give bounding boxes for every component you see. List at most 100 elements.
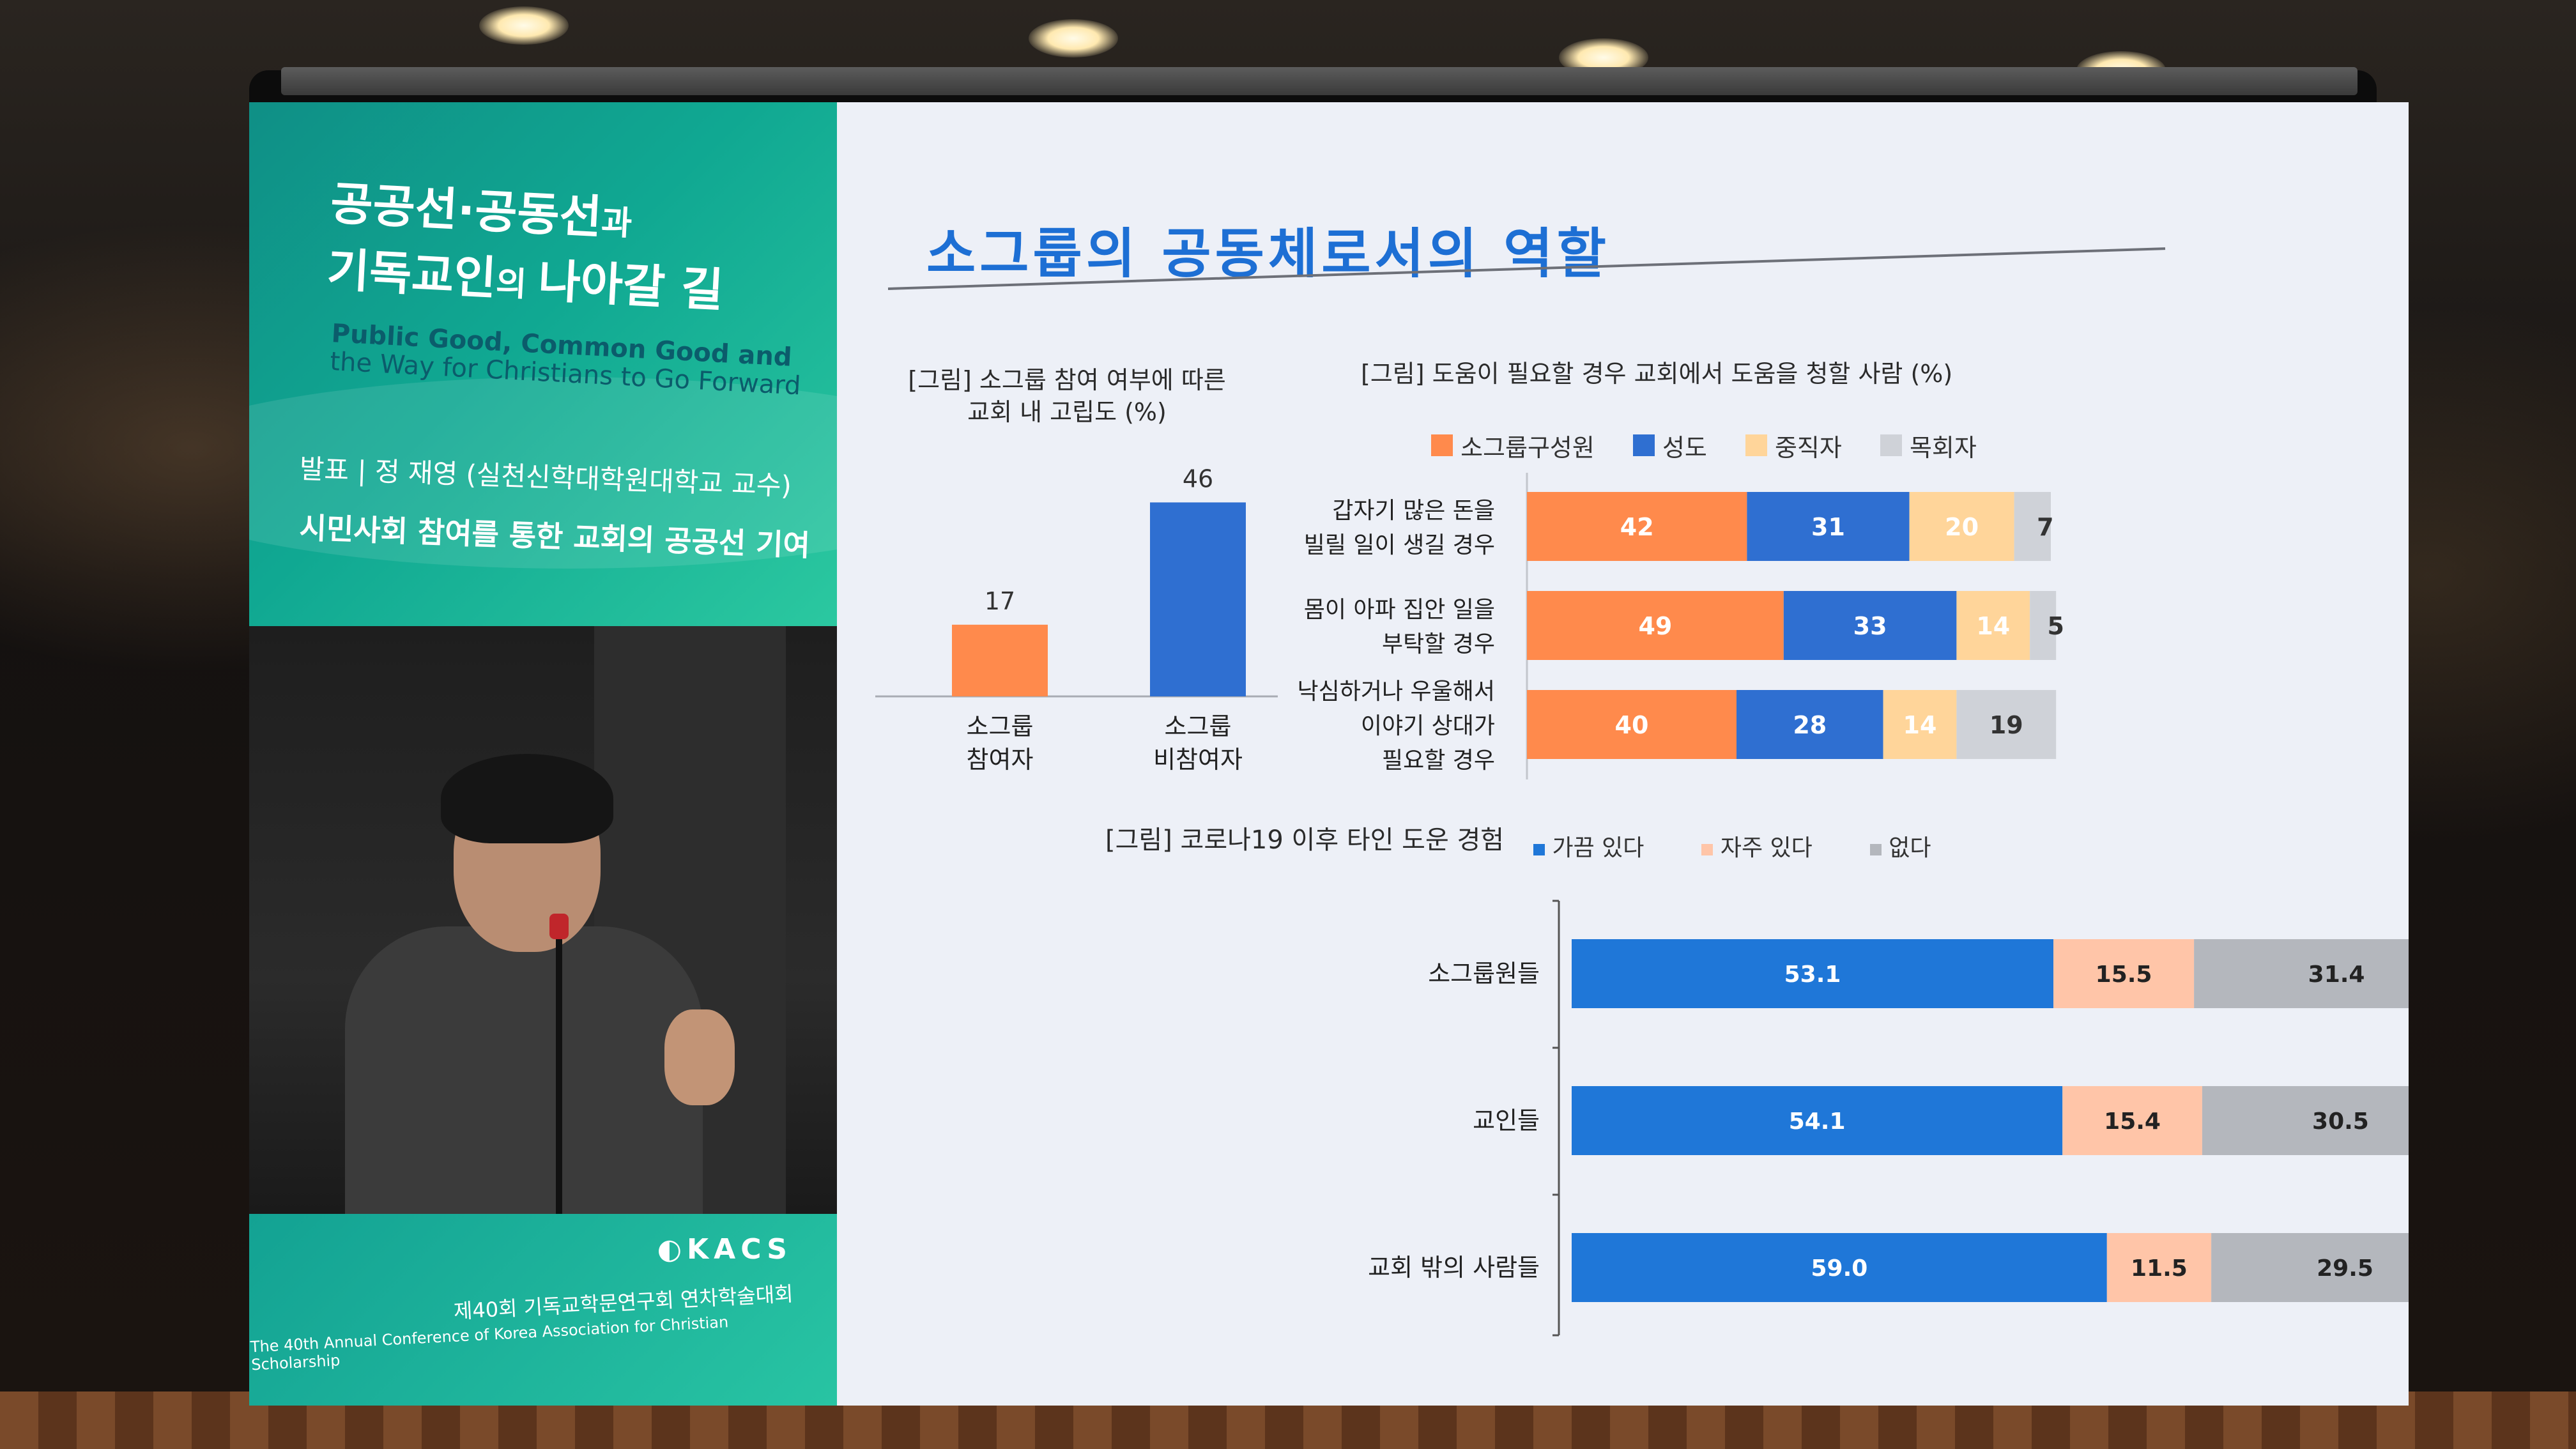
title-part: 기독교인 bbox=[325, 242, 498, 305]
chart1-category-label: 소그룹 bbox=[1165, 712, 1232, 740]
legend-label: 목회자 bbox=[1909, 434, 1977, 462]
conference-banner: 공공선·공동선과 기독교인의 나아갈 길 Public Good, Common… bbox=[249, 102, 1016, 626]
chart3-bar-segment bbox=[2106, 1233, 2212, 1302]
microphone-icon bbox=[549, 914, 569, 939]
chart2-data-label: 19 bbox=[1989, 711, 2023, 739]
chart1-data-label: 46 bbox=[1183, 464, 1213, 493]
logo-mark-icon: ◐ bbox=[657, 1233, 687, 1266]
legend-label: 중직자 bbox=[1774, 434, 1842, 462]
legend-item: 목회자 bbox=[1880, 428, 1977, 463]
kacs-logo: ◐KACS bbox=[657, 1233, 792, 1266]
chart3-bar-segment bbox=[1572, 1233, 2107, 1302]
chart2-data-label: 14 bbox=[1976, 612, 2010, 640]
legend-item: 가끔 있다 bbox=[1533, 829, 1644, 862]
slide-title: 소그룹의 공동체로서의 역할 bbox=[926, 222, 1610, 285]
chart3-data-label: 11.5 bbox=[2131, 1255, 2188, 1282]
chart3-data-label: 31.4 bbox=[2308, 962, 2365, 988]
speaker-body bbox=[345, 926, 703, 1220]
speaker-hand bbox=[664, 1009, 735, 1105]
legend-item: 중직자 bbox=[1745, 428, 1842, 463]
chart2-bar-segment bbox=[1736, 690, 1883, 759]
chart1-category-label: 참여자 bbox=[967, 746, 1034, 774]
chart2-bar-segment bbox=[2030, 591, 2057, 660]
chart3-data-label: 54.1 bbox=[1789, 1108, 1846, 1135]
chart2-bar-segment bbox=[1527, 591, 1784, 660]
chart3-title: [그림] 코로나19 이후 타인 도운 경험 bbox=[1105, 825, 1505, 855]
legend-swatch bbox=[1869, 844, 1882, 855]
chart3-bar-segment bbox=[2194, 939, 2409, 1008]
legend-label: 자주 있다 bbox=[1720, 835, 1813, 861]
chart2-data-label: 40 bbox=[1615, 711, 1649, 739]
chart3-bar-segment bbox=[1572, 939, 2054, 1008]
chart1-data-label: 17 bbox=[985, 587, 1015, 615]
chart1-category-label: 비참여자 bbox=[1153, 746, 1243, 774]
chart3-data-label: 53.1 bbox=[1784, 962, 1841, 988]
chart2-data-label: 5 bbox=[2047, 612, 2064, 640]
chart2-category-label: 이야기 상대가 bbox=[1361, 713, 1495, 739]
chart2-data-label: 49 bbox=[1638, 612, 1672, 640]
chart3-legend: 가끔 있다 자주 있다 없다 bbox=[1533, 829, 1931, 862]
legend-item: 소그룹구성원 bbox=[1431, 428, 1595, 463]
chart3-category-label: 소그룹원들 bbox=[1428, 960, 1540, 988]
ceiling-light bbox=[1029, 19, 1118, 57]
chart3-data-label: 29.5 bbox=[2317, 1255, 2373, 1282]
chart2-category-label: 갑자기 많은 돈을 bbox=[1332, 498, 1495, 524]
legend-label: 가끔 있다 bbox=[1552, 835, 1644, 861]
chart2-data-label: 20 bbox=[1945, 513, 1979, 541]
chart1-bar bbox=[952, 624, 1048, 696]
chart2-category-label: 낙심하거나 우울해서 bbox=[1297, 678, 1495, 705]
chart2-category-label: 필요할 경우 bbox=[1382, 747, 1495, 774]
chart3-data-label: 30.5 bbox=[2312, 1108, 2369, 1135]
chart2-data-label: 14 bbox=[1903, 711, 1937, 739]
chart2-data-label: 33 bbox=[1853, 612, 1887, 640]
chart3-bar-segment bbox=[2211, 1233, 2409, 1302]
chart2-bar-segment bbox=[2014, 492, 2051, 561]
chart3-data-label: 15.5 bbox=[2096, 962, 2152, 988]
chart2-bar-segment bbox=[1527, 492, 1747, 561]
chart3-bar-segment bbox=[2202, 1086, 2409, 1155]
chart1-title-line: [그림] 소그룹 참여 여부에 따른 bbox=[908, 366, 1226, 394]
legend-item: 성도 bbox=[1632, 428, 1707, 463]
chart3-data-label: 15.4 bbox=[2104, 1108, 2161, 1135]
conference-footer: ◐KACS 제40회 기독교학문연구회 연차학술대회 The 40th Annu… bbox=[249, 1214, 837, 1406]
logo-text: KACS bbox=[687, 1233, 792, 1266]
speaker-hair bbox=[441, 754, 613, 843]
chart3-bar-segment bbox=[2053, 939, 2195, 1008]
chart2-bar-segment bbox=[1783, 591, 1957, 660]
chart3-bar-segment bbox=[1572, 1086, 2063, 1155]
legend-label: 없다 bbox=[1889, 835, 1931, 861]
chart3-data-label: 59.0 bbox=[1811, 1255, 1867, 1282]
speaker-video bbox=[249, 626, 837, 1220]
chart2-title: [그림] 도움이 필요할 경우 교회에서 도움을 청할 사람 (%) bbox=[1361, 360, 1953, 388]
chart1-title-line: 교회 내 고립도 (%) bbox=[967, 398, 1167, 426]
chart2-bar-segment bbox=[1527, 690, 1736, 759]
screen-housing bbox=[281, 67, 2358, 95]
chart3-category-label: 교인들 bbox=[1473, 1107, 1540, 1135]
chart2-bar-segment bbox=[1747, 492, 1910, 561]
chart2-data-label: 7 bbox=[2037, 513, 2053, 541]
legend-swatch bbox=[1745, 434, 1767, 456]
legend-swatch bbox=[1880, 434, 1902, 456]
title-part: 과 bbox=[600, 203, 633, 243]
presentation-slide: 공공선·공동선과 기독교인의 나아갈 길 Public Good, Common… bbox=[249, 102, 2409, 1406]
chart2-data-label: 28 bbox=[1793, 711, 1827, 739]
slide-content: 소그룹의 공동체로서의 역할 [그림] 소그룹 참여 여부에 따른 교회 내 고… bbox=[837, 102, 2409, 1406]
conference-title: 공공선·공동선과 기독교인의 나아갈 길 bbox=[325, 172, 728, 326]
ceiling-light bbox=[479, 6, 569, 45]
chart2-legend: 소그룹구성원 성도 중직자 목회자 bbox=[1431, 428, 1977, 463]
legend-swatch bbox=[1533, 844, 1545, 855]
title-part: 의 bbox=[494, 264, 539, 305]
legend-swatch bbox=[1632, 434, 1655, 456]
chart2-bar-segment bbox=[1883, 690, 1957, 759]
microphone-stand bbox=[556, 926, 562, 1214]
title-part: 나아갈 길 bbox=[537, 254, 725, 318]
chart1-category-label: 소그룹 bbox=[967, 712, 1034, 740]
legend-label: 소그룹구성원 bbox=[1460, 434, 1595, 462]
legend-label: 성도 bbox=[1662, 434, 1707, 462]
chart2-category-label: 부탁할 경우 bbox=[1382, 631, 1495, 657]
chart1-title: [그림] 소그룹 참여 여부에 따른 교회 내 고립도 (%) bbox=[888, 364, 1246, 428]
chart2-bar-segment bbox=[1956, 591, 2030, 660]
legend-item: 없다 bbox=[1869, 829, 1931, 862]
chart2-category-label: 몸이 아파 집안 일을 bbox=[1304, 597, 1495, 623]
